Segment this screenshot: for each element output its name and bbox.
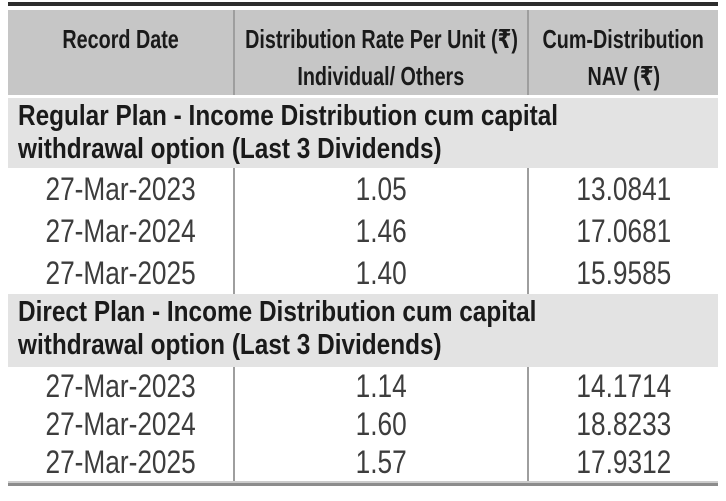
table-row: 27-Mar-2023 1.14 14.1714 <box>8 367 718 405</box>
cum-distribution-nav-value: 17.0681 <box>576 212 671 249</box>
column-header-cum-distribution-nav: Cum-Distribution NAV (₹) <box>527 10 718 95</box>
table-row: 27-Mar-2023 1.05 13.0841 <box>8 168 718 210</box>
table-bottom-border <box>8 483 718 486</box>
cum-distribution-nav-cell: 15.9585 <box>527 252 718 294</box>
table-row: 27-Mar-2025 1.57 17.9312 <box>8 443 718 481</box>
distribution-rate-value: 1.46 <box>355 212 407 249</box>
cum-distribution-nav-value: 14.1714 <box>576 367 671 404</box>
record-date-value: 27-Mar-2025 <box>45 443 196 480</box>
record-date-cell: 27-Mar-2023 <box>8 168 233 210</box>
cum-distribution-nav-cell: 13.0841 <box>527 168 718 210</box>
distribution-rate-cell: 1.14 <box>233 367 527 405</box>
cum-distribution-nav-cell: 17.0681 <box>527 210 718 252</box>
distribution-rate-line2: Individual/ Others <box>297 61 465 91</box>
direct-plan-rows: 27-Mar-2023 1.14 14.1714 27-Mar-2024 1.6… <box>8 367 718 481</box>
regular-plan-rows: 27-Mar-2023 1.05 13.0841 27-Mar-2024 1.4… <box>8 168 718 294</box>
distribution-rate-line1: Distribution Rate Per Unit (₹) <box>244 24 518 54</box>
regular-plan-title-line1: Regular Plan - Income Distribution cum c… <box>18 100 559 132</box>
cum-distribution-nav-value: 17.9312 <box>576 443 671 480</box>
record-date-cell: 27-Mar-2023 <box>8 367 233 405</box>
cum-distribution-nav-value: 13.0841 <box>576 170 671 207</box>
record-date-value: 27-Mar-2024 <box>45 212 196 249</box>
record-date-value: 27-Mar-2024 <box>45 405 196 442</box>
distribution-rate-cell: 1.46 <box>233 210 527 252</box>
section-title-direct-plan: Direct Plan - Income Distribution cum ca… <box>8 294 718 367</box>
cum-distribution-nav-value: 15.9585 <box>576 254 671 291</box>
distribution-rate-value: 1.14 <box>355 367 407 404</box>
distribution-rate-cell: 1.60 <box>233 405 527 443</box>
cum-distribution-nav-cell: 17.9312 <box>527 443 718 481</box>
distribution-rate-value: 1.05 <box>355 170 407 207</box>
cum-distribution-nav-line2: NAV (₹) <box>587 61 660 91</box>
table-header-row: Record Date Distribution Rate Per Unit (… <box>8 10 718 95</box>
column-header-record-date: Record Date <box>8 10 233 95</box>
header-section-gap <box>8 95 718 98</box>
cum-distribution-nav-cell: 18.8233 <box>527 405 718 443</box>
table-bottom-border-light <box>8 481 718 483</box>
distribution-rate-cell: 1.05 <box>233 168 527 210</box>
cum-distribution-nav-cell: 14.1714 <box>527 367 718 405</box>
cum-distribution-nav-value: 18.8233 <box>576 405 671 442</box>
record-date-cell: 27-Mar-2025 <box>8 252 233 294</box>
column-header-record-date-label: Record Date <box>62 24 179 54</box>
record-date-cell: 27-Mar-2024 <box>8 210 233 252</box>
column-header-distribution-rate: Distribution Rate Per Unit (₹) Individua… <box>233 10 527 95</box>
distribution-rate-value: 1.57 <box>355 443 407 480</box>
section-title-regular-plan: Regular Plan - Income Distribution cum c… <box>8 98 718 168</box>
table-row: 27-Mar-2025 1.40 15.9585 <box>8 252 718 294</box>
dividend-history-table: Record Date Distribution Rate Per Unit (… <box>8 2 718 486</box>
distribution-rate-value: 1.40 <box>355 254 407 291</box>
table-row: 27-Mar-2024 1.46 17.0681 <box>8 210 718 252</box>
record-date-value: 27-Mar-2025 <box>45 254 196 291</box>
table-top-border <box>8 2 718 6</box>
direct-plan-title-line1: Direct Plan - Income Distribution cum ca… <box>18 296 537 328</box>
table-row: 27-Mar-2024 1.60 18.8233 <box>8 405 718 443</box>
record-date-value: 27-Mar-2023 <box>45 367 196 404</box>
regular-plan-title-line2: withdrawal option (Last 3 Dividends) <box>18 133 442 165</box>
cum-distribution-nav-line1: Cum-Distribution <box>542 24 705 54</box>
record-date-cell: 27-Mar-2025 <box>8 443 233 481</box>
distribution-rate-cell: 1.40 <box>233 252 527 294</box>
direct-plan-title-line2: withdrawal option (Last 3 Dividends) <box>18 329 442 361</box>
record-date-cell: 27-Mar-2024 <box>8 405 233 443</box>
distribution-rate-value: 1.60 <box>355 405 407 442</box>
distribution-rate-cell: 1.57 <box>233 443 527 481</box>
record-date-value: 27-Mar-2023 <box>45 170 196 207</box>
